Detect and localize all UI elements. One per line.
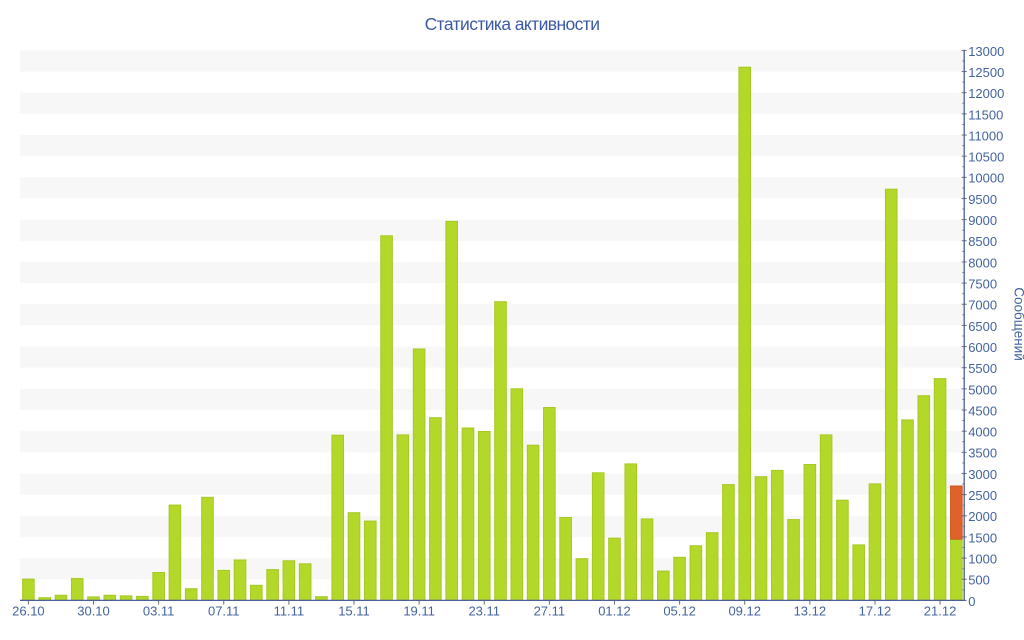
svg-text:8500: 8500 (968, 234, 997, 249)
svg-text:09.12: 09.12 (728, 604, 761, 619)
svg-text:5500: 5500 (968, 361, 997, 376)
svg-text:9500: 9500 (968, 192, 997, 207)
svg-text:8000: 8000 (968, 255, 997, 270)
svg-text:19.11: 19.11 (403, 604, 435, 619)
svg-text:05.12: 05.12 (663, 604, 696, 619)
svg-text:12000: 12000 (968, 86, 1004, 101)
svg-text:0: 0 (968, 594, 975, 609)
svg-text:Сообщений: Сообщений (1012, 287, 1024, 361)
svg-text:1000: 1000 (968, 551, 997, 566)
svg-text:7000: 7000 (968, 298, 997, 313)
svg-text:03.11: 03.11 (143, 604, 175, 619)
svg-text:4500: 4500 (968, 403, 997, 418)
svg-text:23.11: 23.11 (468, 604, 500, 619)
svg-text:12500: 12500 (968, 65, 1004, 80)
svg-text:6000: 6000 (968, 340, 997, 355)
svg-text:30.10: 30.10 (77, 604, 110, 619)
svg-text:17.12: 17.12 (859, 604, 892, 619)
svg-text:3500: 3500 (968, 446, 997, 461)
svg-text:6500: 6500 (968, 319, 997, 334)
svg-text:3000: 3000 (968, 467, 997, 482)
svg-text:11.11: 11.11 (274, 604, 305, 619)
svg-text:2500: 2500 (968, 488, 997, 503)
svg-text:500: 500 (968, 573, 990, 588)
svg-text:7500: 7500 (968, 276, 997, 291)
svg-text:9000: 9000 (968, 213, 997, 228)
svg-text:10000: 10000 (968, 171, 1004, 186)
svg-text:21.12: 21.12 (924, 604, 957, 619)
svg-text:26.10: 26.10 (12, 604, 45, 619)
svg-text:11500: 11500 (968, 107, 1003, 122)
svg-text:27.11: 27.11 (534, 604, 566, 619)
svg-text:Статистика активности: Статистика активности (425, 14, 600, 34)
svg-text:4000: 4000 (968, 425, 997, 440)
svg-text:13.12: 13.12 (794, 604, 827, 619)
svg-text:13000: 13000 (968, 44, 1004, 59)
svg-text:01.12: 01.12 (598, 604, 631, 619)
svg-text:15.11: 15.11 (338, 604, 370, 619)
svg-text:10500: 10500 (968, 150, 1004, 165)
svg-text:11000: 11000 (968, 128, 1003, 143)
svg-text:07.11: 07.11 (208, 604, 240, 619)
svg-text:1500: 1500 (968, 530, 997, 545)
svg-text:5000: 5000 (968, 382, 997, 397)
svg-text:2000: 2000 (968, 509, 997, 524)
